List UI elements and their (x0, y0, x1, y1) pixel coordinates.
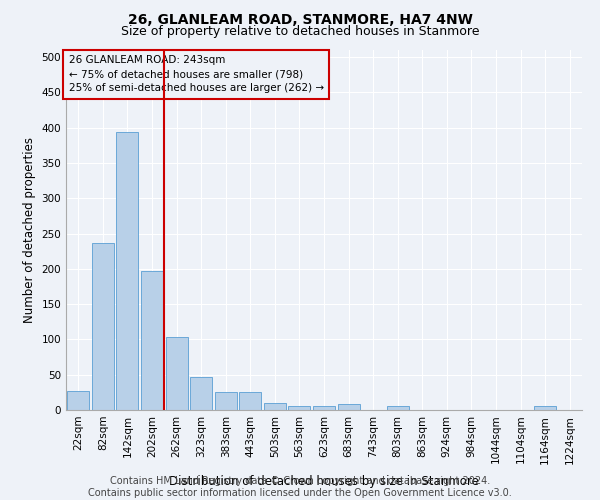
Y-axis label: Number of detached properties: Number of detached properties (23, 137, 36, 323)
X-axis label: Distribution of detached houses by size in Stanmore: Distribution of detached houses by size … (169, 474, 479, 488)
Bar (190, 377, 212, 410)
Bar (264, 403, 286, 410)
Bar (289, 406, 310, 410)
Bar (239, 392, 262, 410)
Text: Contains HM Land Registry data © Crown copyright and database right 2024.
Contai: Contains HM Land Registry data © Crown c… (88, 476, 512, 498)
Bar (92, 244, 114, 410)
Bar (386, 406, 409, 410)
Bar (116, 132, 139, 410)
Text: 26 GLANLEAM ROAD: 243sqm
← 75% of detached houses are smaller (798)
25% of semi-: 26 GLANLEAM ROAD: 243sqm ← 75% of detach… (68, 56, 324, 94)
Text: 26, GLANLEAM ROAD, STANMORE, HA7 4NW: 26, GLANLEAM ROAD, STANMORE, HA7 4NW (128, 12, 472, 26)
Bar (338, 404, 359, 410)
Bar (534, 406, 556, 410)
Text: Size of property relative to detached houses in Stanmore: Size of property relative to detached ho… (121, 25, 479, 38)
Bar (67, 391, 89, 410)
Bar (166, 336, 188, 410)
Bar (141, 271, 163, 410)
Bar (313, 406, 335, 410)
Bar (215, 392, 237, 410)
